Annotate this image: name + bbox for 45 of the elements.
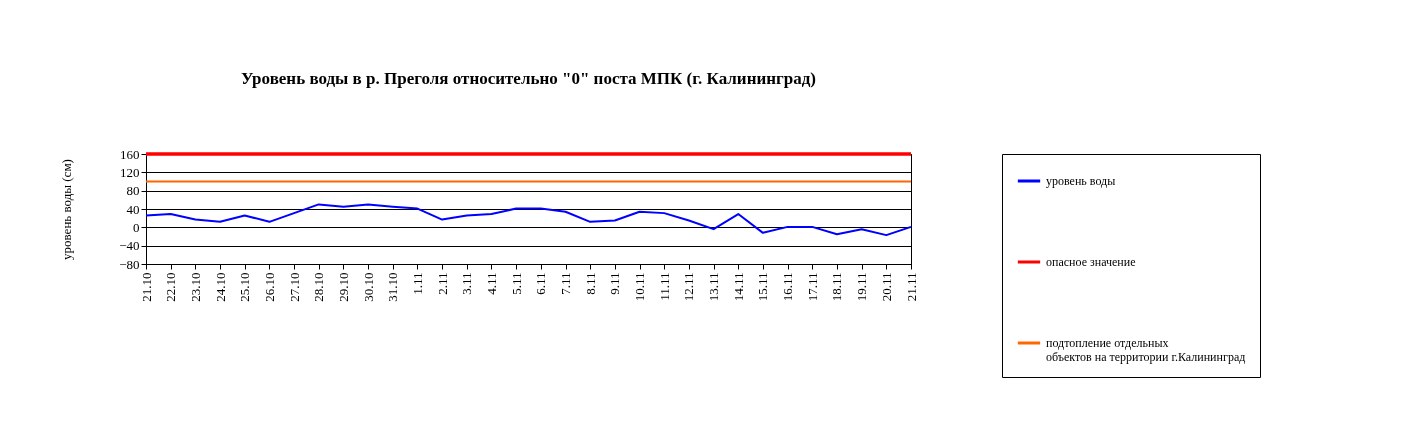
x-tick-label: 31.10 (385, 272, 401, 302)
legend-label: уровень воды (1046, 174, 1116, 188)
x-tick-label: 14.11 (730, 272, 746, 302)
y-tick-label: 40 (126, 201, 140, 217)
y-axis-title: уровень воды (см) (59, 159, 75, 260)
x-tick-label: 22.10 (163, 272, 179, 302)
x-tick-label: 4.11 (483, 272, 499, 295)
x-tick-label: 17.11 (804, 272, 820, 302)
y-tick-label: −40 (119, 238, 140, 254)
x-tick-label: 28.10 (311, 272, 327, 302)
x-tick-label: 25.10 (237, 272, 253, 302)
x-tick-label: 24.10 (212, 272, 228, 302)
y-tick-label: 160 (120, 146, 140, 162)
line-series (145, 203, 912, 237)
x-tick-label: 20.11 (878, 272, 894, 302)
x-tick-label: 18.11 (829, 272, 845, 302)
x-tick-label: 10.11 (632, 272, 648, 302)
x-tick-label: 30.10 (360, 272, 376, 302)
x-tick-label: 26.10 (261, 272, 277, 302)
x-tick-label: 6.11 (533, 272, 549, 295)
x-tick-label: 23.10 (187, 272, 203, 302)
x-tick-label: 9.11 (607, 272, 623, 295)
x-tick-label: 29.10 (335, 272, 351, 302)
x-tick-label: 13.11 (706, 272, 722, 302)
x-tick-label: 21.11 (903, 272, 919, 302)
x-tick-label: 27.10 (286, 272, 302, 302)
legend-label: подтопление отдельных объектов на территории г.Калининград (1046, 336, 1246, 364)
x-tick-label: 21.10 (138, 272, 154, 302)
x-tick-label: 3.11 (459, 272, 475, 295)
x-tick-label: 5.11 (508, 272, 524, 295)
x-tick-label: 12.11 (681, 272, 697, 302)
y-tick-label: 0 (133, 219, 140, 235)
x-tick-label: 15.11 (755, 272, 771, 302)
x-tick-label: 2.11 (434, 272, 450, 295)
x-tick-label: 19.11 (854, 272, 870, 302)
x-tick-label: 7.11 (558, 272, 574, 295)
chart-title: Уровень воды в р. Преголя относительно "0" поста МПК (г. Калининград) (241, 69, 816, 88)
y-tick-label: 80 (126, 183, 140, 199)
legend-label: опасное значение (1046, 255, 1136, 269)
x-tick-label: 16.11 (780, 272, 796, 302)
x-tick-label: 8.11 (582, 272, 598, 295)
x-tick-label: 1.11 (409, 272, 425, 295)
y-tick-label: −80 (119, 256, 140, 272)
y-tick-label: 120 (120, 164, 140, 180)
x-tick-label: 11.11 (656, 272, 672, 301)
